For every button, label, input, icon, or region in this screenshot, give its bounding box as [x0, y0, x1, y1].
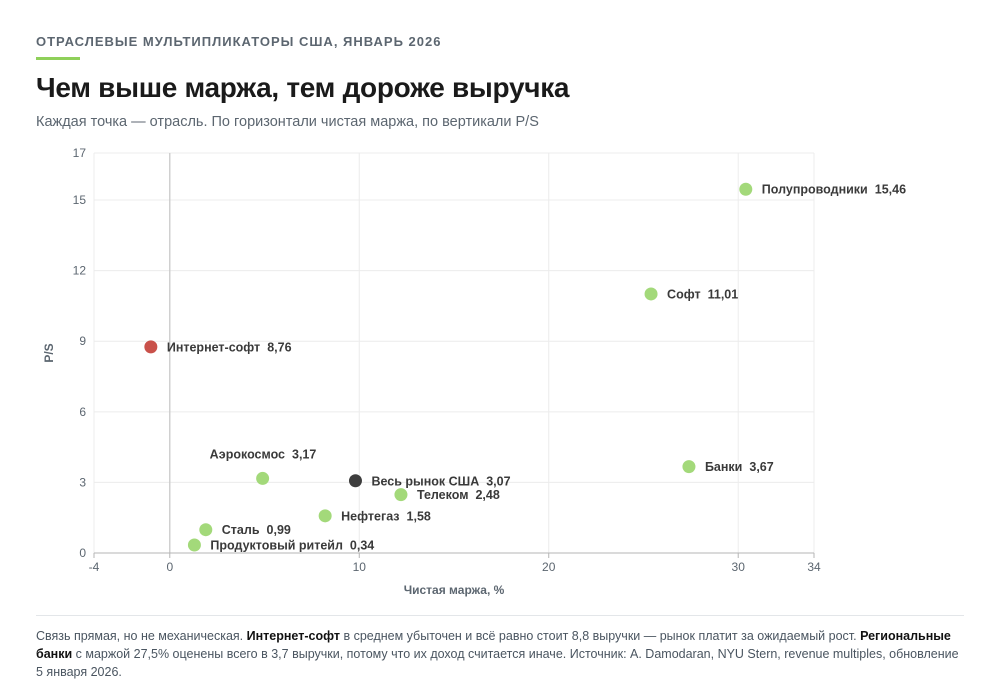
y-tick-label: 6: [79, 405, 86, 419]
point-label: Телеком 2,48: [417, 488, 500, 502]
point-value: 3,67: [749, 460, 773, 474]
footer-rule: [36, 615, 964, 616]
chart-axes: [94, 153, 814, 554]
point-name: Сталь: [222, 523, 260, 537]
point-value: 0,34: [350, 539, 374, 553]
point-name: Аэрокосмос: [210, 447, 285, 461]
point-value: 8,76: [267, 340, 291, 354]
footnote-text-3: с маржой 27,5% оценены всего в 3,7 выруч…: [36, 647, 959, 679]
x-tick-label: 30: [732, 560, 746, 574]
footnote: Связь прямая, но не механическая. Интерн…: [36, 627, 966, 681]
point-label: Весь рынок США 3,07: [371, 474, 510, 488]
kicker-accent-rule: [36, 57, 80, 60]
data-point[interactable]: [144, 340, 158, 354]
data-point[interactable]: [394, 488, 408, 502]
data-point[interactable]: [644, 287, 658, 301]
footnote-bold-1: Интернет-софт: [246, 629, 340, 643]
chart-subtitle: Каждая точка — отрасль. По горизонтали ч…: [36, 114, 539, 130]
y-tick-label: 17: [73, 146, 87, 160]
point-name: Полупроводники: [762, 183, 868, 197]
y-tick-label: 3: [79, 475, 86, 489]
x-tick-label: 20: [542, 560, 556, 574]
point-label: Софт 11,01: [667, 287, 738, 301]
data-point[interactable]: [682, 460, 696, 474]
point-value: 2,48: [475, 488, 499, 502]
point-name: Телеком: [417, 488, 469, 502]
point-label: Полупроводники 15,46: [762, 183, 906, 197]
point-name: Интернет-софт: [167, 340, 260, 354]
data-point[interactable]: [739, 182, 753, 196]
x-tick-label: 10: [353, 560, 367, 574]
point-value: 15,46: [875, 183, 906, 197]
x-tick-label: 34: [807, 560, 821, 574]
y-tick-label: 12: [73, 264, 87, 278]
point-label: Аэрокосмос 3,17: [210, 447, 317, 461]
point-name: Банки: [705, 460, 742, 474]
point-label: Сталь 0,99: [222, 523, 291, 537]
data-point[interactable]: [318, 509, 332, 523]
point-label: Нефтегаз 1,58: [341, 509, 431, 523]
point-label: Интернет-софт 8,76: [167, 340, 292, 354]
chart-title: Чем выше маржа, тем дороже выручка: [36, 72, 570, 103]
point-name: Нефтегаз: [341, 509, 399, 523]
x-tick-label: 0: [166, 560, 173, 574]
point-label: Банки 3,67: [705, 460, 774, 474]
footnote-text-2: в среднем убыточен и всё равно стоит 8,8…: [339, 629, 861, 643]
chart-grid: [93, 152, 815, 554]
point-value: 0,99: [267, 523, 291, 537]
x-axis-label: Чистая маржа, %: [404, 583, 505, 597]
point-value: 1,58: [407, 509, 431, 523]
point-value: 3,07: [486, 474, 510, 488]
data-point[interactable]: [256, 471, 270, 485]
point-name: Продуктовый ритейл: [210, 539, 343, 553]
data-point[interactable]: [348, 474, 362, 488]
y-tick-label: 15: [73, 193, 87, 207]
point-name: Весь рынок США: [371, 474, 479, 488]
data-point[interactable]: [187, 538, 201, 552]
point-value: 3,17: [292, 447, 316, 461]
footnote-bold-2: Региональные банки: [36, 629, 951, 661]
chart-kicker: ОТРАСЛЕВЫЕ МУЛЬТИПЛИКАТОРЫ США, ЯНВАРЬ 2…: [36, 34, 442, 49]
data-points: Полупроводники 15,46 Софт 11,01 Интернет-соф…: [144, 182, 906, 553]
point-name: Софт: [667, 287, 701, 301]
point-label: Продуктовый ритейл 0,34: [210, 539, 374, 553]
data-point[interactable]: [199, 523, 213, 537]
y-tick-label: 9: [79, 334, 86, 348]
footnote-text-1: Связь прямая, но не механическая.: [36, 629, 247, 643]
point-value: 11,01: [708, 287, 739, 301]
y-tick-label: 0: [79, 546, 86, 560]
y-axis-label: P/S: [42, 343, 56, 362]
x-tick-label: -4: [89, 560, 100, 574]
